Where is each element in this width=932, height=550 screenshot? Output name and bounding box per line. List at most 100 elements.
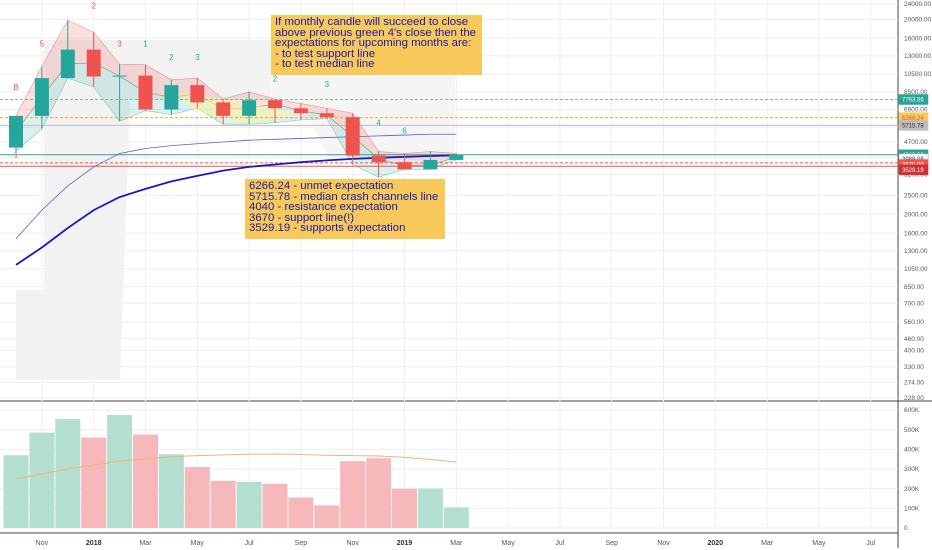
candle-body — [345, 117, 360, 156]
volume-tick-label: 500K — [904, 427, 920, 434]
price-tick-label: 460.00 — [904, 336, 924, 343]
time-tick-label: May — [191, 540, 205, 547]
price-tick-label: 13000.00 — [904, 53, 931, 60]
volume-bar — [262, 483, 288, 528]
volume-bar — [210, 480, 236, 528]
price-tick-label: 10500.00 — [904, 71, 931, 78]
candle-body — [190, 85, 205, 103]
wave-label: 3 — [325, 80, 330, 89]
price-tag-label: 5715.78 — [902, 124, 924, 130]
time-tick-label: Sep — [295, 540, 308, 547]
price-tick-label: 8500.00 — [904, 89, 928, 96]
price-tick-label: 20000.00 — [904, 17, 931, 24]
price-tick-label: 850.00 — [904, 284, 924, 291]
price-tick-label: 16000.00 — [904, 36, 931, 43]
volume-pane — [3, 414, 469, 528]
time-tick-label: 2020 — [708, 540, 724, 547]
time-tick-label: 2018 — [86, 540, 102, 547]
price-tick-label: 700.00 — [904, 300, 924, 307]
candle-body — [60, 49, 75, 79]
time-tick-label: Mar — [450, 540, 463, 547]
candle-body — [34, 78, 49, 116]
volume-bar — [107, 414, 133, 528]
volume-bar — [55, 418, 81, 528]
volume-bar — [392, 488, 417, 528]
candle-body — [86, 49, 101, 77]
time-tick-label: May — [812, 540, 826, 547]
volume-tick-label: 200K — [904, 486, 920, 493]
time-tick-label: Nov — [657, 540, 670, 547]
wave-label: 2 — [273, 75, 278, 84]
price-tick-label: 4700.00 — [904, 139, 928, 146]
wave-label: 3 — [117, 40, 122, 49]
wave-label: 4 — [376, 119, 381, 128]
annotation-levels: 6266.24 - unmet expectation 5715.78 - me… — [245, 179, 445, 239]
price-tick-label: 400.00 — [904, 348, 924, 355]
volume-bar — [366, 458, 392, 528]
background-shape — [270, 72, 455, 160]
volume-bar — [29, 432, 55, 528]
volume-bar — [288, 497, 314, 528]
price-tick-label: 228.00 — [904, 395, 924, 402]
time-tick-label: Mar — [139, 540, 152, 547]
candle-body — [216, 102, 231, 116]
candle-body — [293, 108, 308, 114]
volume-bar — [184, 467, 210, 528]
wave-label: 5 — [40, 40, 45, 49]
candles — [9, 20, 464, 178]
price-tick-label: 1600.00 — [904, 230, 928, 237]
candle-body — [164, 85, 179, 110]
candle-body — [242, 100, 257, 116]
price-tick-label: 1300.00 — [904, 248, 928, 255]
time-tick-label: Jul — [245, 540, 254, 547]
volume-tick-label: 600K — [904, 407, 920, 414]
time-tick-label: Mar — [761, 540, 774, 547]
candle-body — [112, 75, 127, 77]
volume-bar — [3, 455, 29, 528]
price-tag — [898, 120, 929, 131]
candle-body — [319, 113, 334, 118]
volume-bar — [81, 437, 107, 528]
price-tag-label: 7763.56 — [902, 98, 924, 104]
volume-tick-label: 0 — [904, 525, 908, 532]
volume-bar — [158, 454, 184, 528]
price-tag-label: 6266.24 — [902, 116, 924, 122]
price-tick-label: 3200.00 — [904, 172, 928, 179]
price-tags: 7763.566266.245715.784040.003988.083670.… — [898, 94, 929, 176]
time-axis[interactable]: Nov 2018 Mar May Jul Sep Nov 2019 Mar May Jul Sep No… — [36, 540, 876, 547]
candle-body — [371, 155, 386, 163]
volume-tick-label: 300K — [904, 466, 920, 473]
time-tick-label: Nov — [346, 540, 359, 547]
price-tick-label: 560.00 — [904, 319, 924, 326]
annotation-top: If monthly candle will succeed to close … — [271, 15, 482, 75]
volume-bar — [417, 488, 443, 528]
candle-body — [138, 75, 153, 110]
wave-label: 1 — [14, 151, 19, 160]
wave-label: 6 — [402, 126, 407, 135]
candle-body — [268, 100, 282, 109]
time-tick-label: Jul — [866, 540, 875, 547]
volume-bar — [314, 505, 340, 528]
time-tick-label: Sep — [605, 540, 618, 547]
time-tick-label: May — [501, 540, 515, 547]
time-tick-label: 2019 — [397, 540, 413, 547]
price-tick-label: 2000.00 — [904, 211, 928, 218]
wave-label: B — [13, 83, 18, 92]
price-tick-label: 1050.00 — [904, 266, 928, 273]
volume-tick-label: 100K — [904, 506, 920, 513]
volume-tick-label: 400K — [904, 447, 920, 454]
volume-bar — [236, 481, 262, 528]
volume-bar — [443, 507, 469, 528]
volume-axis: 600K 500K 400K 300K 200K 100K 0 — [904, 407, 920, 532]
wave-labels: B 1 5 2 3 1 2 3 2 3 4 6 — [13, 1, 407, 159]
candle-body — [397, 162, 412, 170]
price-tick-label: 274.00 — [904, 380, 924, 387]
price-tick-label: 2500.00 — [904, 193, 928, 200]
volume-ma-line — [15, 453, 457, 480]
time-tick-label: Nov — [36, 540, 49, 547]
price-tick-label: 24000.00 — [904, 1, 931, 8]
price-tag — [898, 164, 929, 176]
price-tick-label: 6900.00 — [904, 107, 928, 114]
price-tag-label: 3529.19 — [902, 168, 924, 174]
